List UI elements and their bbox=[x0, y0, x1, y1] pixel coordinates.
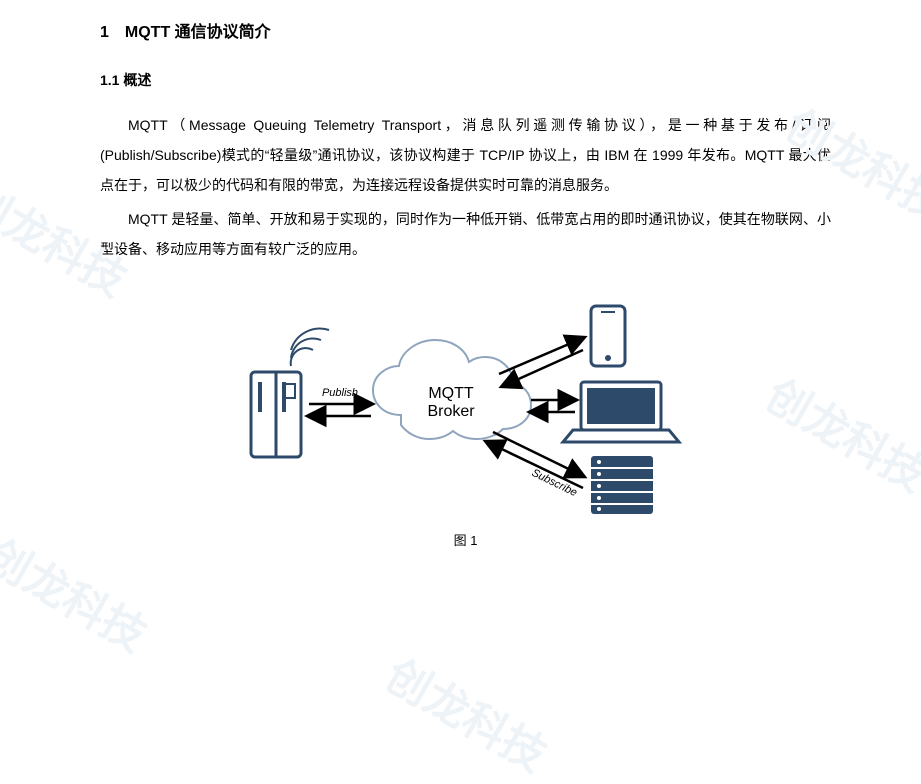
figure-caption: 图 1 bbox=[100, 530, 831, 549]
cloud-broker: MQTT Broker bbox=[373, 340, 531, 439]
phone-icon bbox=[591, 306, 625, 366]
paragraph-2: MQTT 是轻量、简单、开放和易于实现的，同时作为一种低开销、低带宽占用的即时通… bbox=[100, 204, 831, 264]
figure-1: MQTT Broker Publish Subscribe bbox=[231, 300, 701, 520]
section-heading: 1 MQTT 通信协议简介 bbox=[100, 18, 831, 42]
subsection-heading: 1.1 概述 bbox=[100, 70, 831, 90]
paragraph-1: MQTT（Message Queuing Telemetry Transport… bbox=[100, 110, 831, 200]
laptop-icon bbox=[563, 382, 679, 442]
arrow-from-server bbox=[487, 442, 583, 488]
server-icon bbox=[591, 456, 653, 514]
publish-arrow: Publish bbox=[309, 387, 371, 416]
mqtt-diagram-svg: MQTT Broker Publish Subscribe bbox=[231, 300, 701, 520]
watermark: 创龙科技 bbox=[376, 640, 560, 783]
fridge-icon bbox=[251, 329, 329, 457]
broker-label-1: MQTT bbox=[428, 385, 474, 402]
broker-label-2: Broker bbox=[427, 403, 475, 420]
publish-label: Publish bbox=[321, 387, 357, 399]
watermark: 创龙科技 bbox=[756, 360, 921, 503]
